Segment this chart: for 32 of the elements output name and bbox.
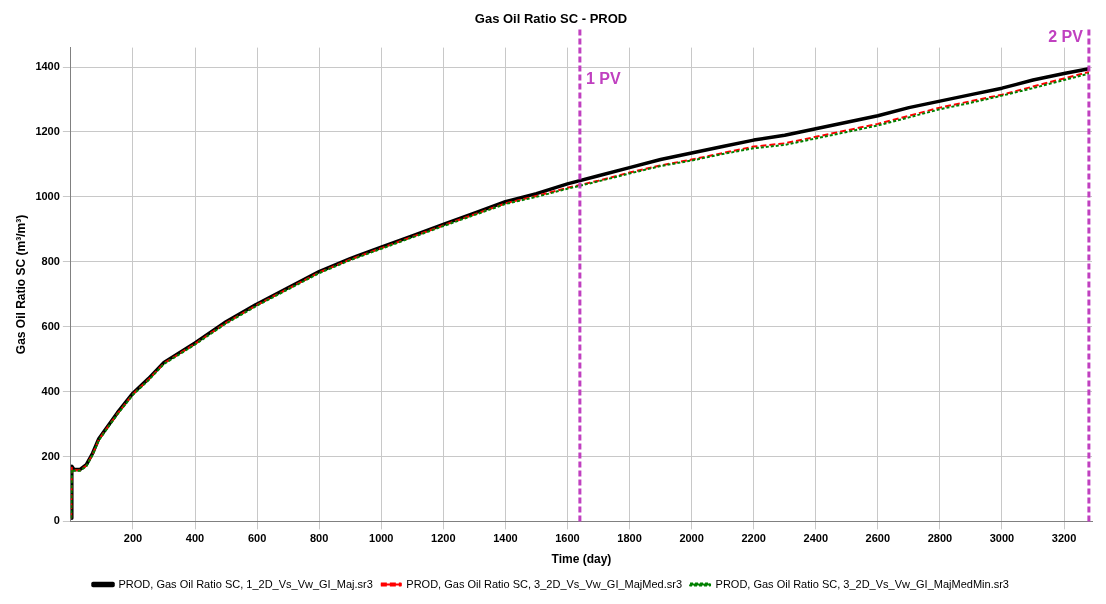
x-tick-label: 2200 bbox=[741, 532, 766, 545]
y-tick-label: 800 bbox=[41, 254, 60, 267]
y-axis-title: Gas Oil Ratio SC (m³/m³) bbox=[13, 214, 28, 355]
legend-label: PROD, Gas Oil Ratio SC, 1_2D_Vs_Vw_GI_Maj.sr3 bbox=[118, 577, 373, 590]
y-tick-label: 1200 bbox=[35, 125, 60, 138]
chart-title: Gas Oil Ratio SC - PROD bbox=[474, 11, 628, 27]
x-tick-label: 800 bbox=[309, 532, 329, 545]
y-tick-label: 200 bbox=[41, 449, 60, 462]
y-tick-label: 0 bbox=[53, 514, 60, 527]
x-tick-label: 2400 bbox=[803, 532, 829, 545]
x-tick-label: 200 bbox=[123, 532, 143, 545]
legend-label: PROD, Gas Oil Ratio SC, 3_2D_Vs_Vw_GI_MajMedMin.sr3 bbox=[715, 577, 1009, 590]
ref-line-label: 1 PV bbox=[585, 70, 621, 88]
legend-label: PROD, Gas Oil Ratio SC, 3_2D_Vs_Vw_GI_MajMed.sr3 bbox=[406, 577, 683, 590]
x-tick-label: 1400 bbox=[493, 532, 518, 545]
x-tick-label: 1200 bbox=[431, 532, 456, 545]
x-tick-label: 2600 bbox=[865, 532, 891, 545]
x-tick-label: 2800 bbox=[927, 532, 953, 545]
x-tick-label: 400 bbox=[185, 532, 205, 545]
x-tick-label: 1800 bbox=[617, 532, 642, 545]
y-tick-label: 400 bbox=[41, 384, 60, 397]
y-tick-label: 600 bbox=[41, 319, 60, 332]
x-tick-label: 600 bbox=[247, 532, 267, 545]
x-axis-title: Time (day) bbox=[551, 552, 612, 567]
y-tick-label: 1400 bbox=[35, 60, 60, 73]
ref-line-label: 2 PV bbox=[1048, 28, 1084, 46]
y-tick-label: 1000 bbox=[35, 189, 60, 202]
x-tick-label: 2000 bbox=[679, 532, 704, 545]
x-tick-label: 3000 bbox=[989, 532, 1015, 545]
x-tick-label: 3200 bbox=[1051, 532, 1077, 545]
x-tick-label: 1600 bbox=[555, 532, 580, 545]
x-tick-label: 1000 bbox=[369, 532, 394, 545]
